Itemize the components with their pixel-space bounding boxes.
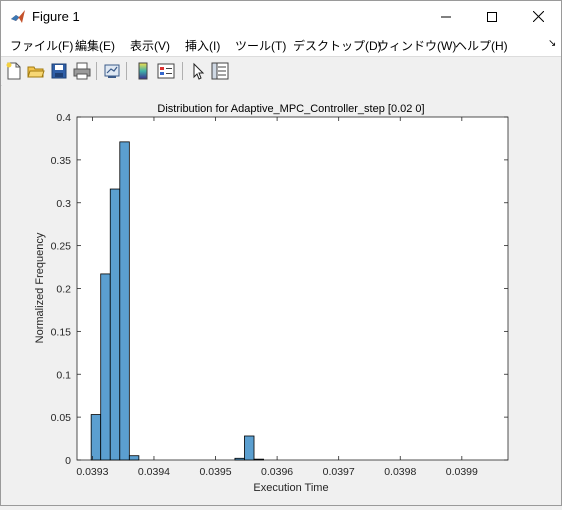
edit-plot-arrow-icon[interactable] [189,62,207,80]
menu-bar: ファイル(F) 編集(E) 表示(V) 挿入(I) ツール(T) デスクトップ(… [1,32,561,56]
maximize-icon [487,11,497,22]
axes-box[interactable] [76,116,509,461]
histogram-bar-4 [128,455,140,461]
x-tick-label: 0.0396 [261,466,293,478]
x-tick-label: 0.0395 [199,466,231,478]
x-tick-label: 0.0394 [138,466,170,478]
x-tick-label: 0.0399 [446,466,478,478]
menu-insert[interactable]: 挿入(I) [185,39,221,53]
x-tick-label: 0.0397 [323,466,355,478]
histogram-bar-3 [119,141,130,461]
toolbar-separator [126,62,127,80]
histogram-bars [90,141,264,461]
figure-toolbar [1,56,561,86]
link-plot-icon[interactable] [103,62,121,80]
new-figure-icon[interactable] [5,62,23,80]
y-axis-ticks: 0 0.05 0.1 0.15 0.2 0.25 0.3 0.35 0.4 [51,112,508,467]
y-tick-label: 0.4 [56,112,71,124]
menu-tools[interactable]: ツール(T) [235,39,287,53]
menu-window[interactable]: ウィンドウ(W) [377,39,457,53]
menu-view[interactable]: 表示(V) [130,39,170,53]
histogram-bar-8 [253,458,264,461]
colorbar-icon[interactable] [134,62,152,80]
toolbar-separator [96,62,97,80]
histogram-bar-2 [109,188,121,461]
close-button[interactable] [515,1,561,32]
minimize-button[interactable] [423,1,469,32]
menu-desktop[interactable]: デスクトップ(D) [293,39,382,53]
y-tick-label: 0.05 [51,412,72,424]
menu-help[interactable]: ヘルプ(H) [455,39,508,53]
menu-overflow-icon[interactable]: ↘ [548,38,557,49]
matlab-logo-icon [11,10,25,23]
minimize-icon [441,16,451,17]
histogram-bar-0 [90,414,102,461]
histogram-bar-7 [244,435,255,461]
y-tick-label: 0.25 [51,241,72,253]
x-axis-label: Execution Time [253,482,328,494]
y-tick-label: 0.15 [51,326,72,338]
x-tick-label: 0.0393 [76,466,108,478]
close-icon [532,11,544,22]
open-file-icon[interactable] [27,62,45,80]
y-tick-label: 0.1 [56,369,71,381]
menu-file[interactable]: ファイル(F) [10,39,74,53]
y-axis-label: Normalized Frequency [34,232,46,343]
histogram-chart: Distribution for Adaptive_MPC_Controller… [34,103,509,494]
legend-icon[interactable] [157,62,175,80]
y-tick-label: 0 [65,455,71,467]
y-tick-label: 0.2 [56,284,71,296]
title-bar[interactable]: Figure 1 [1,1,561,32]
toolbar-separator [182,62,183,80]
chart-title: Distribution for Adaptive_MPC_Controller… [157,103,424,115]
maximize-button[interactable] [469,1,515,32]
menu-edit[interactable]: 編集(E) [75,39,115,53]
window-title: Figure 1 [32,9,80,24]
print-icon[interactable] [73,62,91,80]
property-inspector-icon[interactable] [211,62,229,80]
histogram-bar-6 [234,457,245,461]
x-tick-label: 0.0398 [384,466,416,478]
histogram-bar-1 [100,273,111,461]
figure-canvas: Distribution for Adaptive_MPC_Controller… [2,85,561,505]
save-icon[interactable] [50,62,68,80]
y-tick-label: 0.3 [56,198,71,210]
x-axis-ticks: 0.0393 0.0394 0.0395 0.0396 0.0397 0.0398 0.03… [76,117,478,478]
y-tick-label: 0.35 [51,155,72,167]
